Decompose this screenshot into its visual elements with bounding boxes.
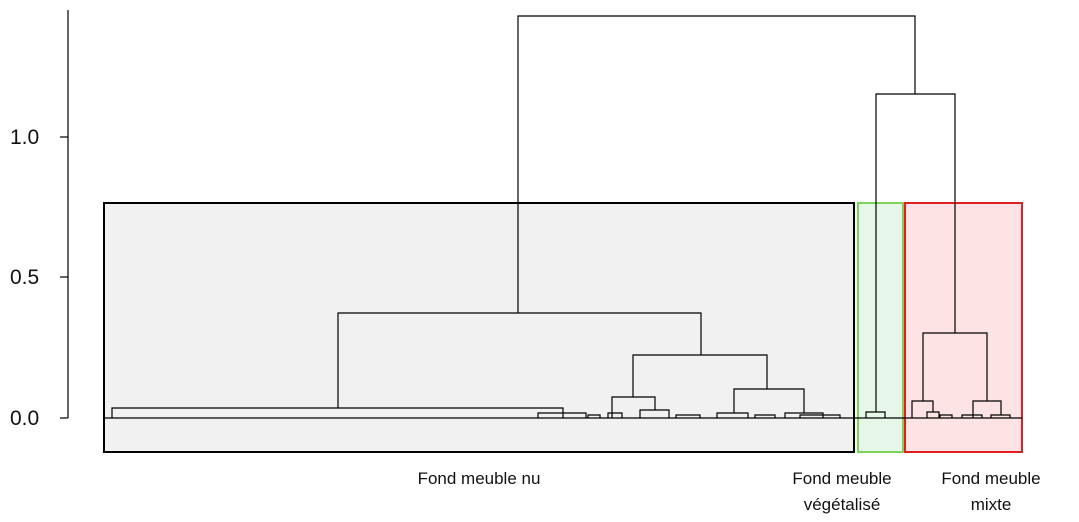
- cluster-box-nu: [103, 202, 855, 453]
- link-nu-right-b3: [754, 414, 776, 418]
- y-axis: [60, 10, 69, 419]
- cluster-label-vegetalise-line2: végétalisé: [804, 495, 881, 514]
- link-nu-right: [632, 354, 768, 397]
- y-tick-label-1: 1.0: [10, 126, 39, 149]
- y-tick-label-0: 0.0: [10, 407, 39, 430]
- dendrogram-tree: [104, 15, 1022, 419]
- link-nu-right-a1: [639, 409, 670, 418]
- link-nu-right-a: [611, 396, 656, 418]
- link-root: [517, 15, 916, 313]
- link-mixte-left: [911, 400, 934, 418]
- cluster-label-vegetalise-line1: Fond meuble: [792, 469, 891, 488]
- link-nu-right-a2: [607, 412, 623, 418]
- link-nu-right-b: [733, 388, 805, 413]
- link-nu-left-sub: [537, 412, 587, 418]
- link-mixte-right: [972, 400, 1002, 418]
- link-nu-right-c: [675, 414, 701, 418]
- link-nu-right-b1: [716, 412, 749, 418]
- y-tick-label-05: 0.5: [10, 266, 39, 289]
- link-veg-sub: [865, 411, 886, 418]
- link-nu-right-b4: [799, 414, 841, 418]
- link-mixte-left-sub: [926, 411, 940, 418]
- cluster-label-nu: Fond meuble nu: [418, 469, 541, 488]
- cluster-label-mixte-line1: Fond meuble: [941, 469, 1040, 488]
- link-mixte-small1: [961, 414, 983, 418]
- link-mixte-small2: [939, 414, 953, 418]
- link-nu-right-d: [587, 414, 601, 418]
- link-mixte-top: [922, 332, 988, 401]
- cluster-label-mixte-line2: mixte: [971, 495, 1012, 514]
- link-veg-mixte: [875, 93, 956, 412]
- cluster-box-vegetalise: [857, 202, 904, 453]
- cluster-box-mixte: [904, 202, 1023, 453]
- link-nu-main: [337, 312, 702, 408]
- link-mixte-right-sub: [990, 414, 1011, 418]
